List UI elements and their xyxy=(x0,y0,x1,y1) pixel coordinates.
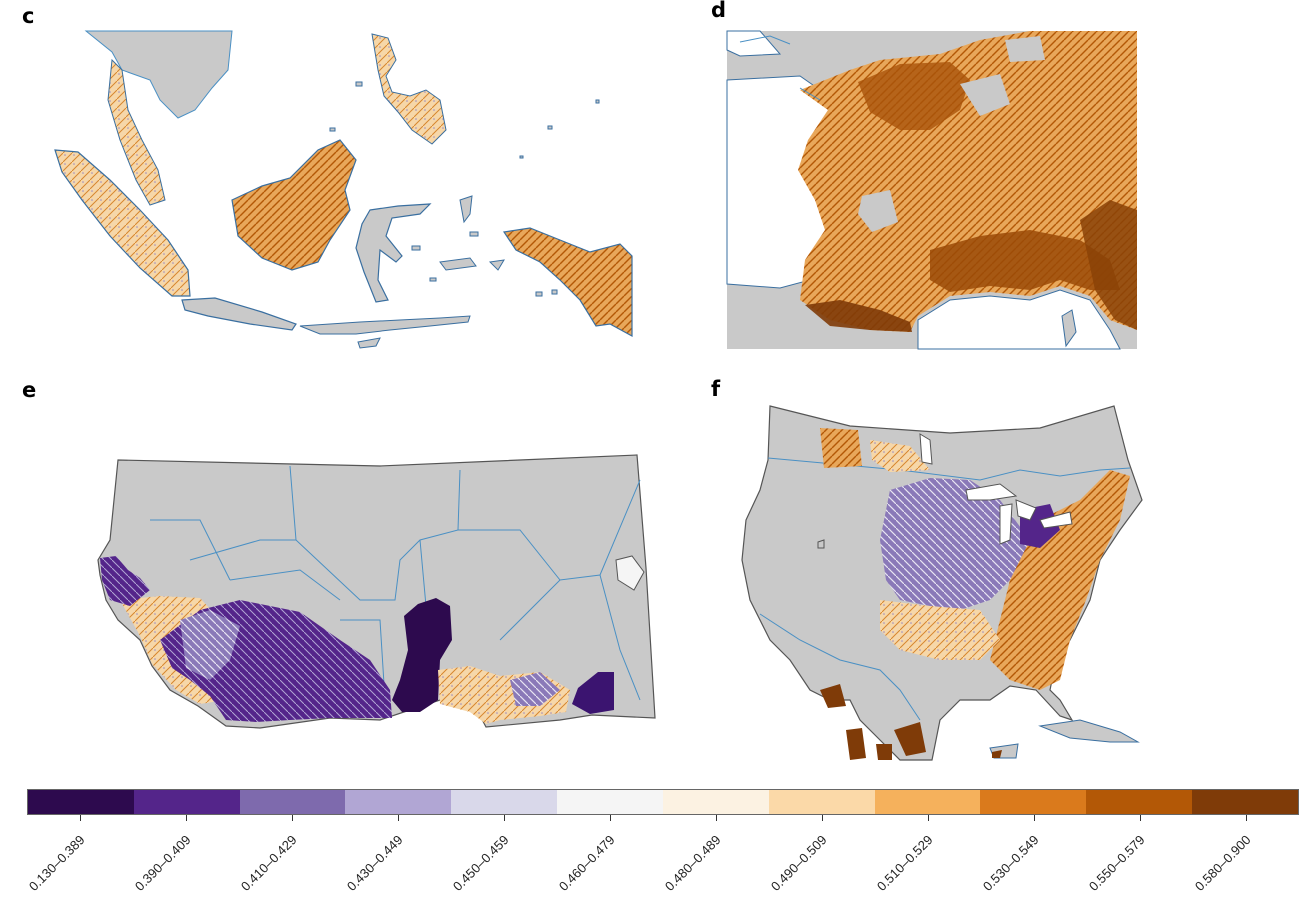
midwest-purple xyxy=(880,478,1030,610)
map-west-africa xyxy=(97,454,656,729)
plains-light xyxy=(880,600,1000,660)
legend-tick xyxy=(928,815,929,821)
lesser-sunda xyxy=(299,315,471,335)
legend-tick-label: 0.130–0.389 xyxy=(25,832,88,894)
south-dark xyxy=(930,230,1120,292)
legend-tick-label: 0.490–0.509 xyxy=(767,832,830,894)
legend-tick-label: 0.550–0.579 xyxy=(1085,832,1148,894)
malay-peninsula xyxy=(107,58,166,206)
timor xyxy=(357,337,381,349)
legend-tick xyxy=(504,815,505,821)
philippines xyxy=(371,33,447,145)
mexico-border xyxy=(759,613,921,721)
coast xyxy=(739,35,821,101)
legend-tick xyxy=(1034,815,1035,821)
legend-swatch xyxy=(768,790,875,814)
pyrenees xyxy=(805,300,912,332)
legend-tick xyxy=(1140,815,1141,821)
sulawesi xyxy=(355,203,432,303)
dark-dot xyxy=(992,750,1002,758)
east-purple xyxy=(510,672,560,706)
legend-swatch xyxy=(239,790,346,814)
mainland-land xyxy=(84,30,233,119)
grey-gap xyxy=(858,190,898,232)
borneo xyxy=(231,139,357,271)
legend-tick xyxy=(610,815,611,821)
corsica xyxy=(1061,309,1077,348)
maluku xyxy=(439,195,505,271)
legend-tick xyxy=(398,815,399,821)
east-dark xyxy=(572,672,614,714)
sumatra xyxy=(54,149,191,297)
north-light xyxy=(870,440,930,472)
legend-swatch xyxy=(662,790,769,814)
dark-column xyxy=(392,598,452,712)
legend-tick xyxy=(80,815,81,821)
legend-tick-label: 0.580–0.900 xyxy=(1191,832,1254,894)
legend-tick-label: 0.510–0.529 xyxy=(873,832,936,894)
legend-swatch xyxy=(133,790,240,814)
legend-swatch xyxy=(557,790,663,814)
legend-tick xyxy=(822,815,823,821)
central-purple-light xyxy=(180,610,240,680)
java xyxy=(181,297,297,331)
maps-canvas xyxy=(54,30,1143,761)
legend-tick-label: 0.390–0.409 xyxy=(131,832,194,894)
panel-label-c: c xyxy=(22,4,35,28)
legend-tick-label: 0.450–0.459 xyxy=(449,832,512,894)
great-lakes xyxy=(919,433,1073,545)
lake-outline xyxy=(817,539,825,549)
legend-swatch xyxy=(1086,790,1193,814)
legend-tick xyxy=(292,815,293,821)
legend-swatch xyxy=(451,790,558,814)
panel-label-d: d xyxy=(711,0,727,22)
east-orange xyxy=(990,470,1130,690)
nw-light xyxy=(615,555,645,591)
cuba xyxy=(1038,719,1140,743)
legend-swatch xyxy=(874,790,981,814)
map-united-states xyxy=(741,405,1143,761)
texas-dark xyxy=(820,684,926,760)
north-orange xyxy=(820,428,862,468)
north-dark xyxy=(858,62,970,130)
legend-tick xyxy=(716,815,717,821)
grey-gap xyxy=(1005,36,1045,62)
legend-swatch xyxy=(28,790,134,814)
panel-label-f: f xyxy=(711,377,721,401)
legend-tick-label: 0.430–0.449 xyxy=(343,832,406,894)
map-france xyxy=(726,30,1137,350)
legend-tick-label: 0.480–0.489 xyxy=(661,832,724,894)
new-guinea xyxy=(502,227,633,338)
map-indonesia xyxy=(54,30,633,349)
legend-tick xyxy=(186,815,187,821)
legend-swatch xyxy=(1192,790,1298,814)
colorbar-legend xyxy=(27,789,1299,815)
legend-tick xyxy=(1246,815,1247,821)
panel-label-e: e xyxy=(22,378,37,402)
legend-tick-label: 0.410–0.429 xyxy=(237,832,300,894)
legend-tick-label: 0.530–0.549 xyxy=(979,832,1042,894)
legend-swatch xyxy=(345,790,452,814)
legend-swatch xyxy=(980,790,1087,814)
legend-tick-label: 0.460–0.479 xyxy=(555,832,618,894)
grey-gap xyxy=(960,74,1010,116)
west-purple xyxy=(100,556,150,606)
alps-dark xyxy=(1080,200,1137,330)
